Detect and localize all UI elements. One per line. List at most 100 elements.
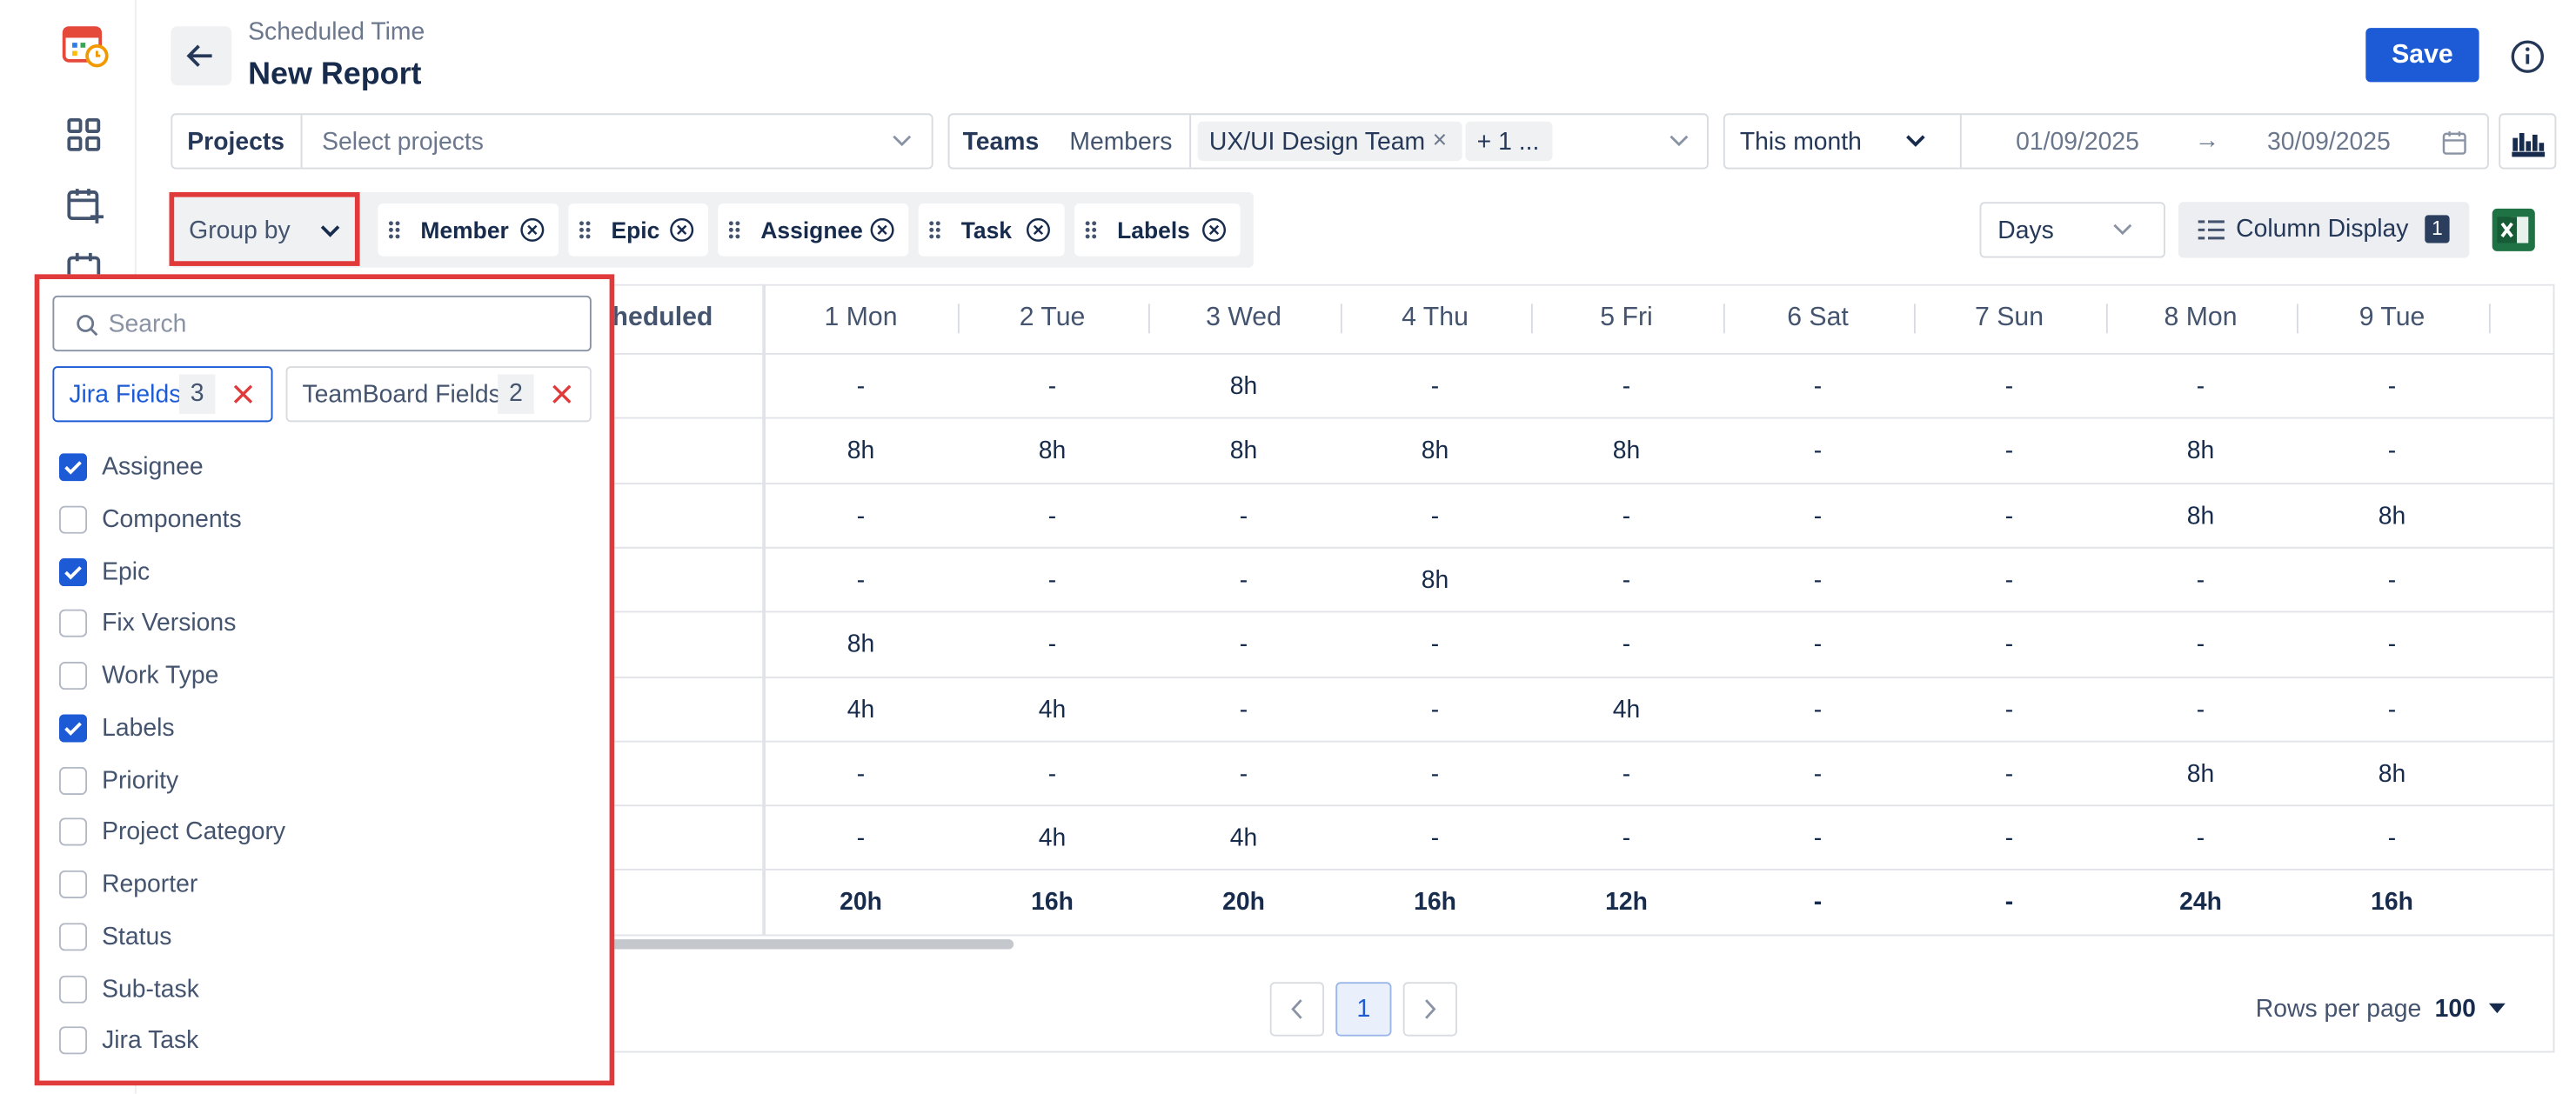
- field-option[interactable]: Status: [39, 917, 598, 957]
- column-display-label[interactable]: Column Display: [2236, 215, 2409, 243]
- rows-per-page-select[interactable]: 100: [2434, 995, 2476, 1024]
- period-select[interactable]: This month: [1739, 128, 1862, 157]
- date-arrow: →: [2194, 126, 2220, 155]
- column-header: 8 Mon: [2164, 304, 2238, 332]
- date-to[interactable]: 30/09/2025: [2266, 128, 2391, 157]
- total-cell: -: [1813, 889, 1823, 917]
- field-option-label[interactable]: Reporter: [102, 870, 198, 898]
- checkbox[interactable]: [58, 662, 88, 690]
- field-option-label[interactable]: Sub-task: [102, 974, 199, 1003]
- field-option-label[interactable]: Labels: [102, 713, 175, 743]
- calendar-icon[interactable]: [66, 251, 105, 278]
- group-chip[interactable]: Epic: [568, 203, 708, 257]
- save-button[interactable]: Save: [2365, 28, 2479, 83]
- dashboard-icon[interactable]: [66, 117, 103, 153]
- date-from[interactable]: 01/09/2025: [2016, 128, 2139, 157]
- field-option[interactable]: Fix Versions: [39, 604, 598, 644]
- field-option[interactable]: Assignee: [39, 449, 598, 488]
- checkbox[interactable]: [58, 610, 88, 638]
- table-cell: 8h: [2186, 437, 2215, 465]
- table-cell: -: [1813, 502, 1823, 530]
- period-filter[interactable]: This month 01/09/2025 → 30/09/2025: [1723, 113, 2489, 170]
- field-option-label[interactable]: Work Type: [102, 662, 219, 690]
- field-option-label[interactable]: Fix Versions: [102, 610, 237, 638]
- field-option[interactable]: Labels: [39, 709, 598, 748]
- column-display-button[interactable]: Column Display 1: [2178, 202, 2470, 258]
- total-cell: 16h: [1031, 889, 1074, 917]
- add-schedule-icon[interactable]: [66, 185, 105, 224]
- teams-filter[interactable]: Teams Members UX/UI Design Team × + 1 ..…: [947, 113, 1709, 170]
- checkbox-checked[interactable]: [58, 713, 88, 743]
- prev-page[interactable]: [1269, 982, 1325, 1037]
- field-tab[interactable]: Jira Fields 3: [52, 366, 273, 423]
- checkbox[interactable]: [58, 817, 88, 846]
- granularity-label[interactable]: Days: [1997, 217, 2054, 245]
- group-chip-label: Member: [420, 217, 509, 243]
- group-by-dropdown: Search Jira Fields 3 TeamBoard Fields 2 Assi…: [34, 274, 615, 1086]
- table-cell: -: [1430, 824, 1440, 853]
- table-cell: 8h: [1421, 566, 1449, 595]
- granularity-select[interactable]: Days: [1979, 202, 2165, 258]
- next-page[interactable]: [1402, 982, 1458, 1037]
- group-chip-label: Assignee: [760, 217, 863, 243]
- teams-label[interactable]: Teams: [962, 128, 1040, 157]
- search-input[interactable]: Search: [52, 295, 592, 352]
- table-cell: -: [1239, 566, 1248, 595]
- table-cell: -: [2004, 502, 2014, 530]
- checkbox[interactable]: [58, 870, 88, 898]
- table-cell: -: [1622, 759, 1631, 789]
- page-title: New Report: [248, 57, 422, 92]
- table-cell: 8h: [2186, 502, 2215, 530]
- field-option-label[interactable]: Project Category: [102, 817, 286, 846]
- field-option[interactable]: Project Category: [39, 813, 598, 852]
- field-tab-count: 2: [498, 374, 534, 414]
- field-option-label[interactable]: Assignee: [102, 453, 204, 482]
- group-by-label[interactable]: Group by: [189, 217, 291, 245]
- group-by-button[interactable]: Group by: [169, 191, 360, 266]
- rows-per-page-caret[interactable]: [2487, 1000, 2507, 1017]
- field-option-label[interactable]: Epic: [102, 557, 151, 586]
- field-option-label[interactable]: Components: [102, 505, 242, 534]
- table-cell: 8h: [2378, 502, 2406, 530]
- field-option[interactable]: Priority: [39, 761, 598, 800]
- field-tab-clear[interactable]: [231, 383, 254, 405]
- field-option-label[interactable]: Status: [102, 922, 172, 951]
- header-separator: [1913, 304, 1916, 334]
- checkbox[interactable]: [58, 922, 88, 951]
- field-option-label[interactable]: Priority: [102, 765, 179, 795]
- checkbox[interactable]: [58, 974, 88, 1003]
- field-option-label[interactable]: Jira Task: [102, 1026, 199, 1055]
- table-cell: -: [1239, 502, 1248, 530]
- field-option[interactable]: Reporter: [39, 865, 598, 904]
- table-cell: -: [1813, 759, 1823, 789]
- checkbox[interactable]: [58, 1026, 88, 1055]
- chart-button[interactable]: [2499, 113, 2557, 170]
- checkbox[interactable]: [58, 765, 88, 795]
- group-chip[interactable]: Member: [378, 203, 559, 257]
- back-button[interactable]: [171, 26, 232, 86]
- projects-filter[interactable]: Projects Select projects: [171, 113, 933, 170]
- members-label[interactable]: Members: [1069, 128, 1173, 157]
- group-chip[interactable]: Labels: [1074, 203, 1241, 257]
- checkbox-checked[interactable]: [58, 557, 88, 586]
- field-option[interactable]: Jira Task: [39, 1022, 598, 1061]
- checkbox[interactable]: [58, 505, 88, 534]
- more-chip[interactable]: + 1 ...: [1476, 128, 1540, 157]
- table-cell: -: [2196, 372, 2205, 401]
- h-scrollbar[interactable]: [583, 939, 1014, 950]
- field-option[interactable]: Components: [39, 500, 598, 539]
- table-cell: -: [1622, 502, 1631, 530]
- group-chip[interactable]: Assignee: [718, 203, 909, 257]
- field-option[interactable]: Epic: [39, 552, 598, 591]
- group-chip[interactable]: Task: [918, 203, 1065, 257]
- field-tab-clear[interactable]: [551, 383, 573, 405]
- field-option[interactable]: Sub-task: [39, 970, 598, 1009]
- excel-export[interactable]: [2491, 207, 2537, 253]
- page-number[interactable]: 1: [1335, 982, 1392, 1037]
- rows-per-page-label: Rows per page: [2255, 995, 2422, 1024]
- field-tab[interactable]: TeamBoard Fields 2: [285, 366, 592, 423]
- field-option[interactable]: Work Type: [39, 657, 598, 696]
- info-icon[interactable]: [2510, 39, 2545, 74]
- team-chip-remove[interactable]: ×: [1432, 126, 1448, 155]
- checkbox-checked[interactable]: [58, 453, 88, 482]
